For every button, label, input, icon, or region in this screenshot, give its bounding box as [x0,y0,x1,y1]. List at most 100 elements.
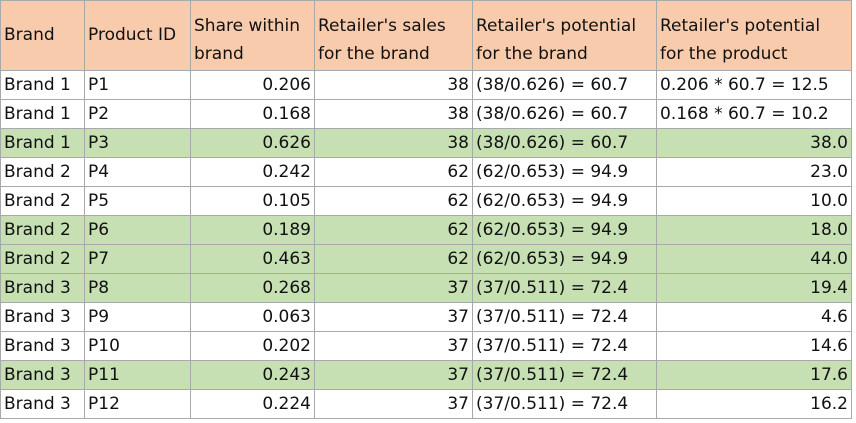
table-row: Brand 3 P10 0.202 37 (37/0.511) = 72.4 14.6 [0,331,852,361]
cell-share[interactable]: 0.463 [190,244,315,274]
table-row: Brand 1 P1 0.206 38 (38/0.626) = 60.7 0.206 *… [0,70,852,100]
cell-brand[interactable]: Brand 3 [0,389,85,419]
cell-brand[interactable]: Brand 3 [0,273,85,303]
cell-share[interactable]: 0.105 [190,186,315,216]
table-row: Brand 3 P9 0.063 37 (37/0.511) = 72.4 4.6 [0,302,852,332]
header-product-id[interactable]: Product ID [84,0,191,71]
cell-sales[interactable]: 62 [314,244,473,274]
cell-product-potential[interactable]: 14.6 [656,331,852,361]
cell-sales[interactable]: 37 [314,273,473,303]
cell-brand[interactable]: Brand 2 [0,186,85,216]
cell-sales[interactable]: 38 [314,128,473,158]
table-row: Brand 3 P11 0.243 37 (37/0.511) = 72.4 17.6 [0,360,852,390]
cell-share[interactable]: 0.168 [190,99,315,129]
cell-product-potential[interactable]: 18.0 [656,215,852,245]
cell-sales[interactable]: 62 [314,186,473,216]
cell-product-potential[interactable]: 0.206 * 60.7 = 12.5 [656,70,852,100]
header-share-within-brand[interactable]: Share within brand [190,0,315,71]
cell-share[interactable]: 0.206 [190,70,315,100]
header-share-line2: brand [194,44,244,64]
cell-share[interactable]: 0.189 [190,215,315,245]
cell-share[interactable]: 0.202 [190,331,315,361]
cell-brand-potential[interactable]: (38/0.626) = 60.7 [472,70,657,100]
cell-brand-potential[interactable]: (62/0.653) = 94.9 [472,215,657,245]
cell-sales[interactable]: 38 [314,70,473,100]
cell-share[interactable]: 0.224 [190,389,315,419]
cell-sales[interactable]: 62 [314,157,473,187]
header-product-potential[interactable]: Retailer's potential for the product [656,0,852,71]
table-body: Brand 1 P1 0.206 38 (38/0.626) = 60.7 0.206 *… [0,70,852,419]
cell-brand[interactable]: Brand 3 [0,302,85,332]
cell-share[interactable]: 0.626 [190,128,315,158]
cell-brand[interactable]: Brand 3 [0,331,85,361]
table-row: Brand 1 P3 0.626 38 (38/0.626) = 60.7 38.0 [0,128,852,158]
cell-brand[interactable]: Brand 3 [0,360,85,390]
header-brand-potential-line1: Retailer's potential [476,16,637,36]
cell-product-potential[interactable]: 38.0 [656,128,852,158]
header-brand[interactable]: Brand [0,0,85,71]
cell-brand[interactable]: Brand 1 [0,128,85,158]
header-brand-potential[interactable]: Retailer's potential for the brand [472,0,657,71]
cell-product-id[interactable]: P8 [84,273,191,303]
header-brand-label: Brand [4,24,55,45]
cell-product-potential[interactable]: 44.0 [656,244,852,274]
cell-product-id[interactable]: P12 [84,389,191,419]
cell-sales[interactable]: 37 [314,302,473,332]
cell-product-potential[interactable]: 23.0 [656,157,852,187]
cell-brand-potential[interactable]: (37/0.511) = 72.4 [472,360,657,390]
cell-brand-potential[interactable]: (37/0.511) = 72.4 [472,389,657,419]
table-row: Brand 2 P7 0.463 62 (62/0.653) = 94.9 44.0 [0,244,852,274]
table-row: Brand 3 P8 0.268 37 (37/0.511) = 72.4 19.4 [0,273,852,303]
cell-brand[interactable]: Brand 2 [0,215,85,245]
cell-sales[interactable]: 37 [314,331,473,361]
cell-brand-potential[interactable]: (62/0.653) = 94.9 [472,244,657,274]
header-product-potential-line1: Retailer's potential [660,16,821,36]
cell-brand-potential[interactable]: (37/0.511) = 72.4 [472,273,657,303]
cell-brand[interactable]: Brand 1 [0,70,85,100]
header-retailer-sales[interactable]: Retailer's sales for the brand [314,0,473,71]
cell-sales[interactable]: 37 [314,389,473,419]
cell-product-id[interactable]: P2 [84,99,191,129]
cell-product-id[interactable]: P9 [84,302,191,332]
cell-brand[interactable]: Brand 1 [0,99,85,129]
cell-brand-potential[interactable]: (38/0.626) = 60.7 [472,99,657,129]
cell-sales[interactable]: 38 [314,99,473,129]
cell-brand-potential[interactable]: (62/0.653) = 94.9 [472,157,657,187]
cell-product-potential[interactable]: 16.2 [656,389,852,419]
table-row: Brand 2 P6 0.189 62 (62/0.653) = 94.9 18.0 [0,215,852,245]
cell-product-id[interactable]: P6 [84,215,191,245]
cell-brand-potential[interactable]: (38/0.626) = 60.7 [472,128,657,158]
cell-product-id[interactable]: P3 [84,128,191,158]
cell-brand-potential[interactable]: (37/0.511) = 72.4 [472,302,657,332]
header-sales-line2: for the brand [318,44,430,64]
cell-brand-potential[interactable]: (37/0.511) = 72.4 [472,331,657,361]
table-row: Brand 2 P4 0.242 62 (62/0.653) = 94.9 23.0 [0,157,852,187]
cell-share[interactable]: 0.242 [190,157,315,187]
header-brand-potential-line2: for the brand [476,44,588,64]
cell-product-potential[interactable]: 10.0 [656,186,852,216]
cell-product-potential[interactable]: 4.6 [656,302,852,332]
cell-share[interactable]: 0.063 [190,302,315,332]
cell-product-id[interactable]: P5 [84,186,191,216]
cell-product-id[interactable]: P10 [84,331,191,361]
cell-share[interactable]: 0.268 [190,273,315,303]
header-product-id-label: Product ID [88,24,177,45]
cell-product-potential[interactable]: 19.4 [656,273,852,303]
cell-product-potential[interactable]: 0.168 * 60.7 = 10.2 [656,99,852,129]
cell-share[interactable]: 0.243 [190,360,315,390]
cell-product-id[interactable]: P1 [84,70,191,100]
cell-brand[interactable]: Brand 2 [0,157,85,187]
cell-brand[interactable]: Brand 2 [0,244,85,274]
cell-sales[interactable]: 62 [314,215,473,245]
cell-product-id[interactable]: P11 [84,360,191,390]
header-row: Brand Product ID Share within brand Retai… [0,0,852,71]
cell-product-potential[interactable]: 17.6 [656,360,852,390]
cell-sales[interactable]: 37 [314,360,473,390]
header-share-line1: Share within [194,16,301,36]
header-product-potential-line2: for the product [660,44,788,64]
cell-brand-potential[interactable]: (62/0.653) = 94.9 [472,186,657,216]
cell-product-id[interactable]: P7 [84,244,191,274]
cell-product-id[interactable]: P4 [84,157,191,187]
